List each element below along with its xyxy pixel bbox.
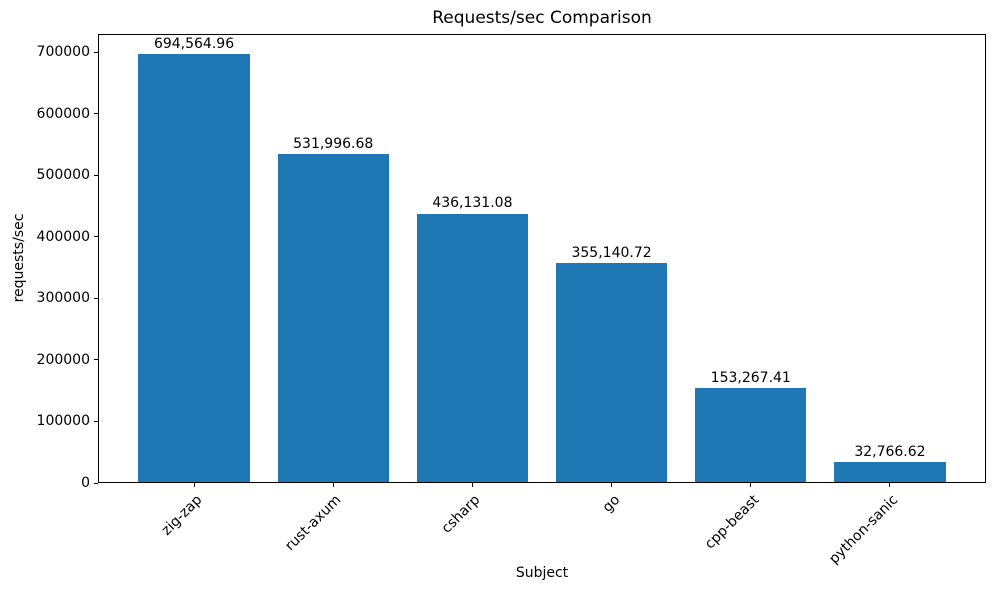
x-tick-label: rust-axum (282, 492, 345, 555)
bar-value-label: 436,131.08 (432, 195, 513, 212)
bar-value-label: 531,996.68 (293, 136, 374, 153)
y-tick-mark (94, 174, 98, 176)
bar-value-label: 694,564.96 (153, 36, 235, 53)
x-tick-label: csharp (439, 492, 484, 537)
bar (416, 213, 529, 482)
x-tick-mark (332, 483, 334, 487)
x-tick-label: zig-zap (158, 492, 206, 539)
bar (555, 263, 668, 482)
y-tick-label: 300000 (36, 290, 90, 307)
y-tick-mark (94, 359, 98, 361)
chart-title: Requests/sec Comparison (432, 8, 652, 28)
bar (695, 387, 807, 482)
x-tick-label: python-sanic (826, 492, 902, 568)
plot-area (98, 34, 986, 483)
bar-value-label: 32,766.62 (854, 443, 926, 460)
y-tick-label: 200000 (36, 351, 90, 368)
y-tick-label: 500000 (36, 167, 90, 184)
x-tick-mark (889, 483, 891, 487)
y-axis-label: requests/sec (11, 213, 27, 303)
y-tick-label: 100000 (36, 413, 90, 430)
y-tick-mark (94, 297, 98, 299)
bar-value-label: 153,267.41 (710, 369, 791, 386)
x-tick-mark (750, 483, 752, 487)
bar (138, 54, 250, 482)
x-tick-mark (193, 483, 195, 487)
y-tick-label: 400000 (36, 228, 90, 245)
x-tick-mark (611, 483, 613, 487)
bar (277, 154, 389, 482)
y-tick-label: 700000 (36, 44, 90, 61)
y-tick-mark (94, 236, 98, 238)
y-tick-mark (94, 420, 98, 422)
y-tick-mark (94, 113, 98, 115)
bar (834, 461, 946, 482)
y-tick-mark (94, 482, 98, 484)
bar-value-label: 355,140.72 (571, 245, 652, 262)
x-tick-mark (471, 483, 473, 487)
y-tick-label: 600000 (36, 105, 90, 122)
y-tick-mark (94, 51, 98, 53)
x-axis-label: Subject (515, 565, 569, 581)
x-tick-label: cpp-beast (701, 492, 763, 553)
y-tick-label: 0 (81, 475, 90, 491)
x-tick-label: go (599, 492, 623, 516)
